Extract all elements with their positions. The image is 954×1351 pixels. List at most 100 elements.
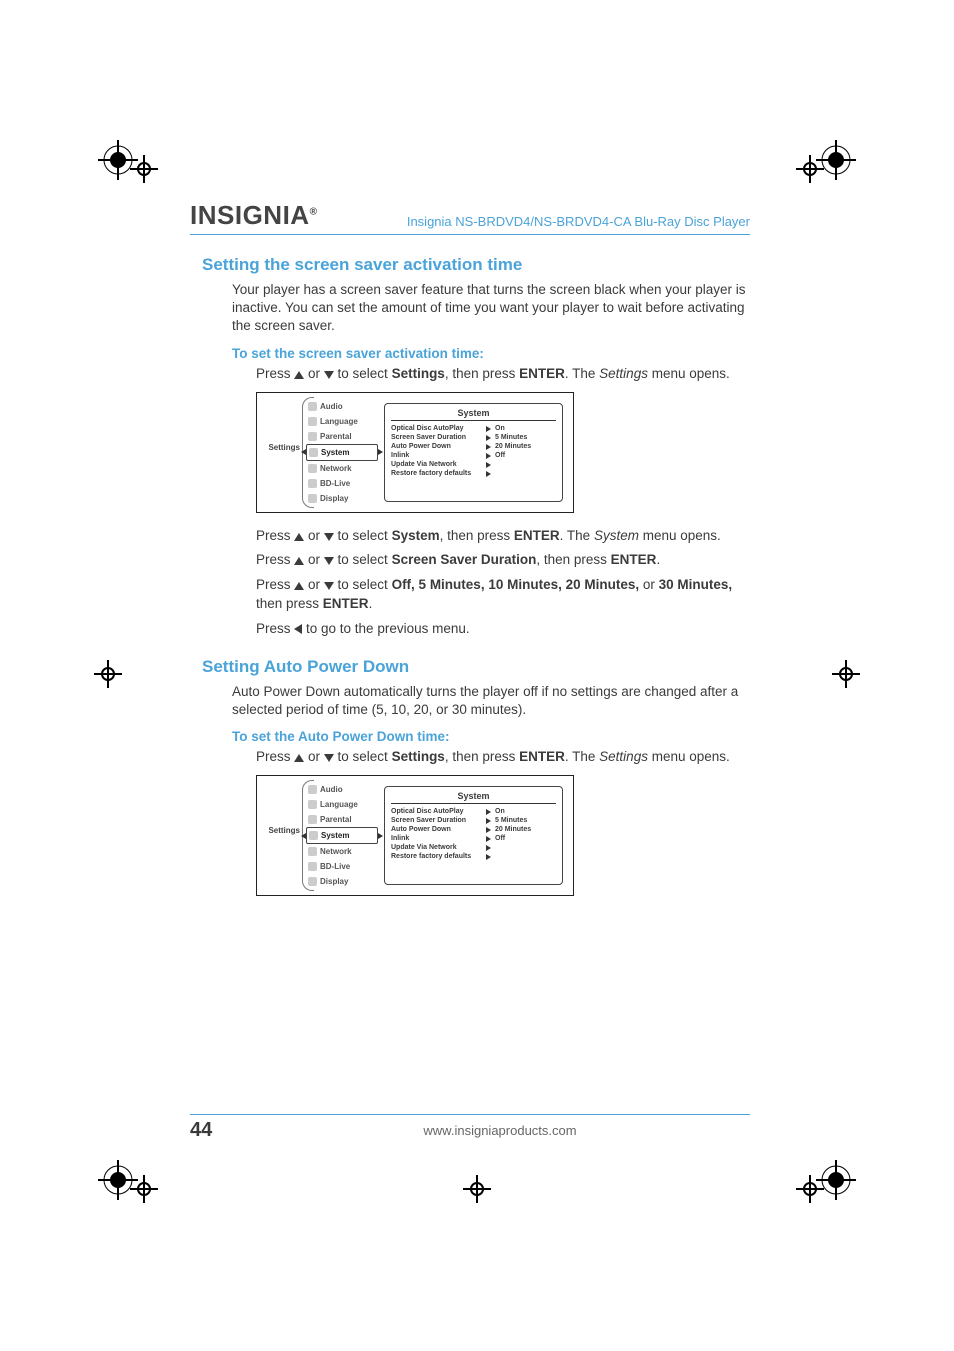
menu-item-label: BD-Live bbox=[320, 479, 350, 488]
settings-menu-figure: Settings Audio Language Parental System Netw… bbox=[256, 775, 574, 896]
menu-row: Optical Disc AutoPlay On bbox=[391, 424, 556, 433]
menu-row-key: Optical Disc AutoPlay bbox=[391, 425, 486, 432]
up-arrow-icon bbox=[294, 533, 304, 541]
menu-categories: Audio Language Parental System Network BD-Liv… bbox=[302, 393, 380, 512]
page-footer: 44 www.insigniaproducts.com bbox=[190, 1114, 750, 1142]
menu-item-label: Language bbox=[320, 800, 358, 809]
down-arrow-icon bbox=[324, 533, 334, 541]
menu-row-value: 20 Minutes bbox=[495, 443, 531, 450]
menu-row-key: Restore factory defaults bbox=[391, 853, 486, 860]
right-arrow-icon bbox=[486, 854, 491, 860]
right-arrow-icon bbox=[486, 426, 491, 432]
menu-item-label: Display bbox=[320, 494, 348, 503]
menu-row: Optical Disc AutoPlay On bbox=[391, 807, 556, 816]
menu-row-key: Auto Power Down bbox=[391, 826, 486, 833]
menu-row-value: On bbox=[495, 425, 505, 432]
menu-item: Audio bbox=[306, 782, 378, 797]
crosshair-mark bbox=[463, 1175, 491, 1203]
menu-item: Network bbox=[306, 844, 378, 859]
menu-item: Language bbox=[306, 797, 378, 812]
step-text: Press or to select Off, 5 Minutes, 10 Mi… bbox=[256, 576, 750, 614]
up-arrow-icon bbox=[294, 371, 304, 379]
menu-row-key: Optical Disc AutoPlay bbox=[391, 808, 486, 815]
right-arrow-icon bbox=[486, 471, 491, 477]
menu-item: Display bbox=[306, 491, 378, 506]
right-arrow-icon bbox=[486, 453, 491, 459]
menu-row-key: Screen Saver Duration bbox=[391, 817, 486, 824]
menu-row: Restore factory defaults bbox=[391, 852, 556, 861]
menu-row: Inlink Off bbox=[391, 834, 556, 843]
menu-panel: System Optical Disc AutoPlayOnScreen Sav… bbox=[384, 403, 563, 502]
step-text: Press to go to the previous menu. bbox=[256, 620, 750, 639]
menu-item: System bbox=[306, 827, 378, 844]
menu-row-value: Off bbox=[495, 835, 505, 842]
up-arrow-icon bbox=[294, 582, 304, 590]
crosshair-mark bbox=[796, 155, 824, 183]
menu-row-key: Auto Power Down bbox=[391, 443, 486, 450]
menu-item: Display bbox=[306, 874, 378, 889]
menu-row-value: 20 Minutes bbox=[495, 826, 531, 833]
menu-item-icon bbox=[309, 831, 318, 840]
page-header: INSIGNIA® Insignia NS-BRDVD4/NS-BRDVD4-C… bbox=[190, 200, 750, 235]
menu-item: Network bbox=[306, 461, 378, 476]
procedure-label: To set the screen saver activation time: bbox=[232, 346, 750, 361]
menu-item-label: System bbox=[321, 831, 349, 840]
step-text: Press or to select Screen Saver Duration… bbox=[256, 551, 750, 570]
menu-item-label: Language bbox=[320, 417, 358, 426]
menu-row: Auto Power Down 20 Minutes bbox=[391, 825, 556, 834]
section-title-auto-power: Setting Auto Power Down bbox=[202, 657, 750, 677]
right-arrow-icon bbox=[486, 809, 491, 815]
menu-item: Parental bbox=[306, 812, 378, 827]
right-arrow-icon bbox=[486, 435, 491, 441]
menu-panel-title: System bbox=[391, 408, 556, 421]
crosshair-mark bbox=[130, 1175, 158, 1203]
menu-item: BD-Live bbox=[306, 859, 378, 874]
up-arrow-icon bbox=[294, 557, 304, 565]
menu-row-key: Screen Saver Duration bbox=[391, 434, 486, 441]
menu-item-label: Parental bbox=[320, 815, 352, 824]
crosshair-mark bbox=[796, 1175, 824, 1203]
menu-panel-title: System bbox=[391, 791, 556, 804]
menu-row-key: Update Via Network bbox=[391, 461, 486, 468]
menu-row-key: Restore factory defaults bbox=[391, 470, 486, 477]
crosshair-mark bbox=[832, 660, 860, 688]
menu-item: System bbox=[306, 444, 378, 461]
down-arrow-icon bbox=[324, 371, 334, 379]
menu-row-key: Inlink bbox=[391, 835, 486, 842]
right-arrow-icon bbox=[486, 462, 491, 468]
menu-row: Update Via Network bbox=[391, 843, 556, 852]
menu-item-label: Network bbox=[320, 847, 352, 856]
page-content: INSIGNIA® Insignia NS-BRDVD4/NS-BRDVD4-C… bbox=[190, 200, 750, 910]
menu-categories: Audio Language Parental System Network BD-Liv… bbox=[302, 776, 380, 895]
menu-row-key: Inlink bbox=[391, 452, 486, 459]
menu-panel: System Optical Disc AutoPlayOnScreen Sav… bbox=[384, 786, 563, 885]
crosshair-mark bbox=[94, 660, 122, 688]
menu-row: Screen Saver Duration 5 Minutes bbox=[391, 816, 556, 825]
menu-item-label: Parental bbox=[320, 432, 352, 441]
menu-item-label: Display bbox=[320, 877, 348, 886]
menu-item: BD-Live bbox=[306, 476, 378, 491]
right-arrow-icon bbox=[486, 827, 491, 833]
menu-row-value: On bbox=[495, 808, 505, 815]
menu-item-label: Audio bbox=[320, 402, 343, 411]
menu-row-value: 5 Minutes bbox=[495, 817, 527, 824]
section-title-screen-saver: Setting the screen saver activation time bbox=[202, 255, 750, 275]
step-text: Press or to select Settings, then press … bbox=[256, 748, 750, 767]
down-arrow-icon bbox=[324, 557, 334, 565]
menu-item-icon bbox=[309, 448, 318, 457]
step-text: Press or to select Settings, then press … bbox=[256, 365, 750, 384]
procedure-label: To set the Auto Power Down time: bbox=[232, 729, 750, 744]
menu-item-label: BD-Live bbox=[320, 862, 350, 871]
menu-item: Language bbox=[306, 414, 378, 429]
menu-sidebar-label: Settings bbox=[257, 776, 302, 895]
menu-item: Audio bbox=[306, 399, 378, 414]
right-arrow-icon bbox=[486, 845, 491, 851]
menu-row: Screen Saver Duration5 Minutes bbox=[391, 433, 556, 442]
menu-row-key: Update Via Network bbox=[391, 844, 486, 851]
right-arrow-icon bbox=[486, 836, 491, 842]
intro-paragraph: Auto Power Down automatically turns the … bbox=[232, 683, 750, 719]
footer-url: www.insigniaproducts.com bbox=[250, 1123, 750, 1138]
menu-item-label: System bbox=[321, 448, 349, 457]
menu-row-value: Off bbox=[495, 452, 505, 459]
menu-row: Restore factory defaults bbox=[391, 469, 556, 478]
